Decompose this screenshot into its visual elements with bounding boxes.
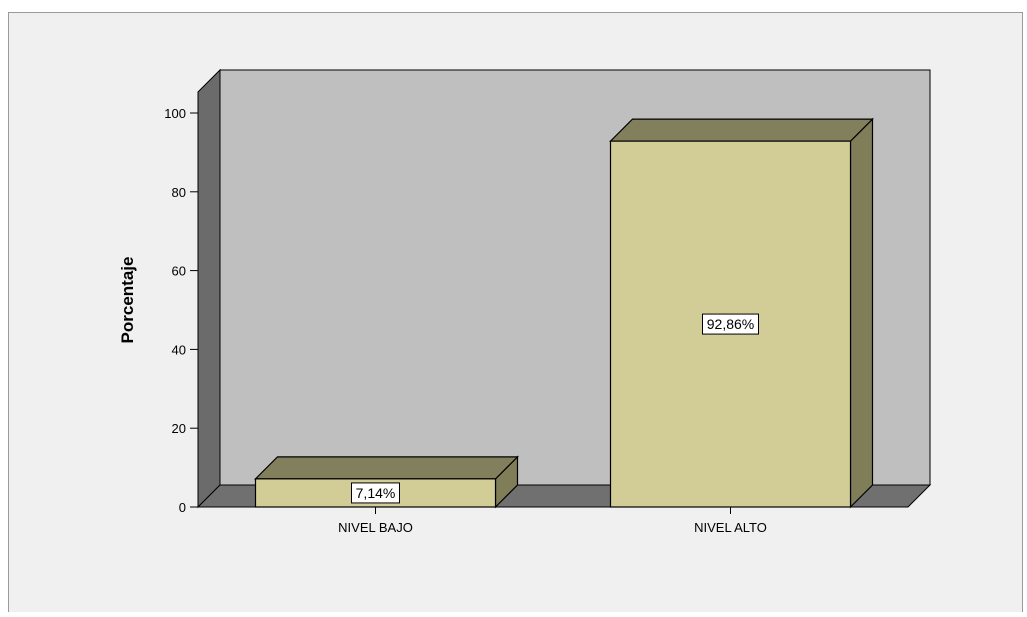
bar-top-face bbox=[254, 456, 519, 480]
y-tick-label: 100 bbox=[164, 106, 186, 121]
bar-top-face bbox=[609, 118, 874, 142]
y-tick-label: 40 bbox=[172, 342, 186, 357]
bar-side-face bbox=[849, 117, 874, 509]
category-labels: NIVEL BAJO NIVEL ALTO bbox=[338, 507, 767, 535]
y-axis-label: Porcentaje bbox=[118, 257, 137, 344]
y-tick-label: 80 bbox=[172, 185, 186, 200]
bar-1: 7,14% bbox=[254, 455, 519, 509]
x-category-label: NIVEL BAJO bbox=[338, 520, 413, 535]
chart-side-wall bbox=[197, 68, 221, 509]
y-tick-label: 0 bbox=[179, 500, 186, 515]
data-label: 7,14% bbox=[356, 485, 396, 501]
y-tick-label: 20 bbox=[172, 421, 186, 436]
data-label-box bbox=[702, 313, 759, 335]
data-label: 92,86% bbox=[707, 316, 754, 332]
bars: 7,14% 92,86% bbox=[254, 117, 874, 509]
bar-2: 92,86% bbox=[609, 117, 874, 509]
y-tick-label: 60 bbox=[172, 264, 186, 279]
data-label-box bbox=[351, 482, 400, 504]
y-axis-ticks: 0 20 40 60 80 100 bbox=[164, 106, 198, 515]
x-category-label: NIVEL ALTO bbox=[694, 520, 767, 535]
